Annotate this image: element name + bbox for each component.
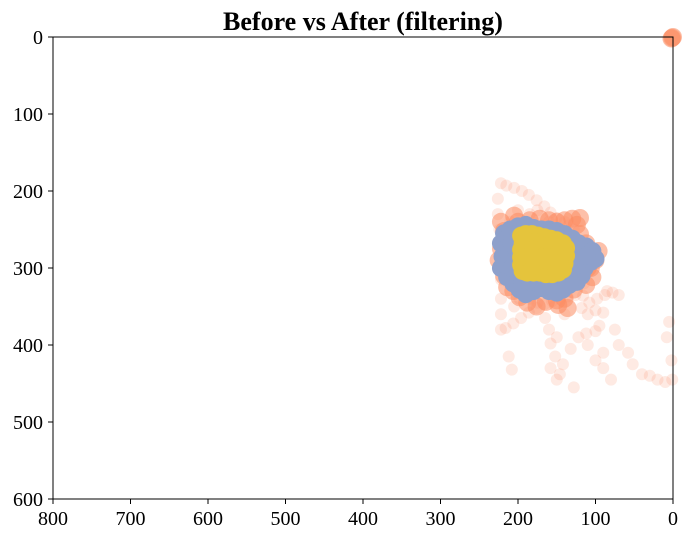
y-tick-label: 300 <box>13 258 43 280</box>
x-tick-label: 600 <box>193 508 223 530</box>
point-before-0-59 <box>659 375 672 388</box>
point-before-0-64 <box>608 323 621 336</box>
y-axis: 0 100 200 300 400 500 600 <box>13 27 53 511</box>
x-tick-label: 100 <box>581 508 611 530</box>
point-before-0-43 <box>589 325 602 338</box>
point-before-0-58 <box>651 373 664 386</box>
point-before-0-36 <box>544 362 557 375</box>
point-before-1-39 <box>663 28 682 47</box>
point-before-0-51 <box>597 306 610 319</box>
plot-points <box>489 28 682 394</box>
point-before-0-21 <box>515 312 528 325</box>
point-before-0-49 <box>581 308 594 321</box>
point-before-0-92 <box>591 292 604 305</box>
point-before-0-63 <box>660 331 673 344</box>
point-before-0-38 <box>553 368 566 381</box>
point-before-0-31 <box>505 363 518 376</box>
point-before-0-66 <box>567 381 580 394</box>
point-before-0-32 <box>539 312 552 325</box>
point-before-0-6 <box>538 200 551 213</box>
point-before-0-5 <box>530 194 543 207</box>
point-before-0-90 <box>575 302 588 315</box>
point-before-0-56 <box>636 368 648 381</box>
point-before-0-2 <box>508 181 521 194</box>
point-before-1-34 <box>571 208 589 227</box>
point-before-0-55 <box>626 358 639 371</box>
point-before-0-3 <box>515 185 528 197</box>
point-before-0-94 <box>606 286 619 299</box>
y-tick-label: 600 <box>13 489 43 511</box>
x-tick-label: 700 <box>116 508 146 530</box>
point-before-0-62 <box>666 373 679 386</box>
point-before-0-10 <box>491 192 504 205</box>
point-before-0-42 <box>580 327 593 340</box>
point-before-0-37 <box>550 373 563 386</box>
x-axis: 800 700 600 500 400 300 200 100 0 <box>38 499 678 530</box>
x-tick-label: 300 <box>426 508 456 530</box>
point-before-0-18 <box>494 323 507 336</box>
y-tick-label: 0 <box>33 27 43 49</box>
chart-title: Before vs After (filtering) <box>223 7 503 36</box>
point-before-0-46 <box>597 362 610 375</box>
point-before-0-16 <box>494 292 507 305</box>
y-tick-label: 100 <box>13 104 43 126</box>
point-before-0-20 <box>507 317 520 330</box>
point-before-0-41 <box>572 331 585 344</box>
point-before-0-1 <box>500 179 513 192</box>
point-before-0-35 <box>549 350 562 363</box>
point-before-0-34 <box>544 337 557 350</box>
point-before-0-39 <box>556 358 569 371</box>
x-tick-label: 800 <box>38 508 68 530</box>
point-before-0-0 <box>494 177 507 190</box>
x-tick-label: 200 <box>503 508 533 530</box>
point-before-0-93 <box>598 288 611 301</box>
point-before-0-48 <box>597 346 610 359</box>
point-before-0-40 <box>564 342 577 355</box>
point-before-0-65 <box>601 285 614 298</box>
point-before-0-52 <box>593 319 606 332</box>
x-tick-label: 500 <box>271 508 301 530</box>
point-before-0-17 <box>494 308 507 321</box>
point-before-0-91 <box>583 296 596 309</box>
point-after-3-49 <box>538 248 557 267</box>
x-tick-label: 400 <box>348 508 378 530</box>
point-before-0-33 <box>543 323 555 336</box>
point-before-1-30 <box>558 299 577 318</box>
point-before-0-53 <box>612 339 625 351</box>
y-tick-label: 200 <box>13 181 43 203</box>
point-before-0-44 <box>581 339 594 351</box>
point-before-0-4 <box>522 188 535 201</box>
point-before-0-57 <box>643 369 656 382</box>
y-tick-label: 500 <box>13 412 43 434</box>
point-before-0-95 <box>612 288 625 301</box>
x-tick-label: 0 <box>668 508 678 530</box>
point-before-0-67 <box>550 331 563 344</box>
point-before-0-30 <box>502 350 515 363</box>
point-before-0-19 <box>499 322 512 335</box>
point-before-0-47 <box>605 373 617 386</box>
y-tick-label: 400 <box>13 335 43 357</box>
point-before-0-60 <box>663 315 676 328</box>
point-before-0-61 <box>665 354 678 367</box>
point-before-0-54 <box>622 346 635 359</box>
point-before-0-45 <box>589 354 602 367</box>
point-filtered-2-57 <box>577 246 596 265</box>
point-before-0-50 <box>589 304 602 317</box>
